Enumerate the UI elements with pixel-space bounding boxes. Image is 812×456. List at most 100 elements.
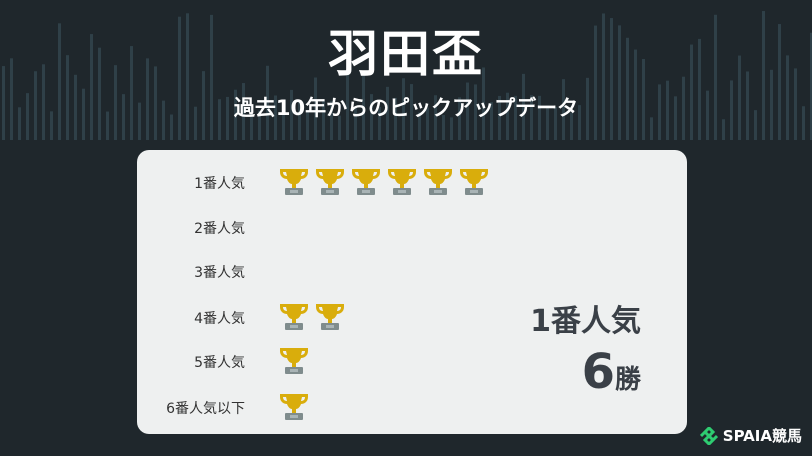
popularity-row: 5番人気 <box>137 342 311 382</box>
background-bar <box>490 102 493 140</box>
background-bar <box>570 112 573 140</box>
trophy-icon <box>277 390 311 426</box>
background-bar <box>602 13 605 140</box>
trophy-group <box>277 390 311 426</box>
background-bar <box>114 65 117 140</box>
background-bar <box>514 95 517 140</box>
background-bar <box>770 69 773 140</box>
summary-label: 1番人気 <box>530 304 641 339</box>
background-bar <box>778 24 781 140</box>
background-bar <box>250 104 253 140</box>
popularity-label: 2番人気 <box>194 221 245 237</box>
background-bar <box>162 100 165 140</box>
popularity-label: 1番人気 <box>194 176 245 192</box>
background-bar <box>34 71 37 140</box>
background-bar <box>90 34 93 140</box>
background-bar <box>354 106 357 140</box>
popularity-label: 5番人気 <box>194 355 245 371</box>
trophy-icon <box>457 165 491 201</box>
trophy-icon <box>277 300 311 336</box>
popularity-row: 3番人気 <box>137 252 277 292</box>
background-bar <box>378 107 381 140</box>
background-bar <box>42 64 45 140</box>
background-bar <box>642 59 645 140</box>
background-bar <box>610 18 613 140</box>
background-bar <box>242 83 245 140</box>
background-bar <box>138 102 141 140</box>
background-bar <box>402 78 405 140</box>
background-bar <box>170 114 173 140</box>
background-bar <box>674 96 677 140</box>
background-bar <box>226 96 229 140</box>
popularity-row: 6番人気以下 <box>137 388 311 428</box>
background-bar <box>370 94 373 140</box>
summary-count-unit: 勝 <box>614 365 641 395</box>
trophy-icon <box>385 165 419 201</box>
background-bar <box>506 92 509 140</box>
summary-count-number: 6 <box>581 344 615 400</box>
background-bar <box>234 89 237 140</box>
background-bar <box>330 100 333 140</box>
background-bar <box>706 90 709 140</box>
background-bar <box>618 25 621 140</box>
background-bar <box>346 69 349 140</box>
trophy-group <box>277 300 347 336</box>
background-bar <box>498 95 501 140</box>
background-bar <box>650 117 653 140</box>
background-bar <box>698 38 701 140</box>
trophy-icon <box>277 344 311 380</box>
trophy-icon <box>349 165 383 201</box>
trophy-group <box>277 165 491 201</box>
popularity-label: 4番人気 <box>194 311 245 327</box>
background-bar <box>450 117 453 140</box>
trophy-icon <box>421 165 455 201</box>
background-bar <box>306 111 309 140</box>
background-bar <box>522 73 525 140</box>
data-card: 1番人気 2番人気 3番人気 4番人気 5番人気 6番人気以下 1番人気 6勝 <box>137 150 687 434</box>
background-bar <box>530 95 533 140</box>
background-bar <box>722 119 725 140</box>
background-bar <box>458 97 461 140</box>
popularity-label: 3番人気 <box>194 265 245 281</box>
background-bar <box>202 71 205 140</box>
background-bar <box>810 32 812 140</box>
popularity-label: 6番人気以下 <box>166 401 245 417</box>
spaia-logo-icon <box>699 426 718 445</box>
background-bar <box>634 49 637 140</box>
background-bar <box>594 25 597 140</box>
background-bar <box>290 89 293 140</box>
background-bar <box>322 100 325 140</box>
background-bar <box>682 76 685 140</box>
background-bar <box>218 99 221 140</box>
background-bar <box>98 47 101 140</box>
background-bar <box>362 71 365 140</box>
popularity-row: 2番人気 <box>137 208 277 248</box>
background-bar <box>314 77 317 140</box>
popularity-row: 4番人気 <box>137 298 347 338</box>
background-bar <box>82 88 85 140</box>
background-bar <box>786 55 789 140</box>
background-bar <box>738 55 741 140</box>
background-bar <box>10 58 13 140</box>
background-bar <box>714 14 717 140</box>
background-bar <box>434 95 437 140</box>
background-bar <box>754 110 757 140</box>
background-bar <box>802 106 805 140</box>
background-bar <box>298 101 301 140</box>
background-bar <box>658 84 661 140</box>
background-bar <box>690 44 693 140</box>
popularity-row: 1番人気 <box>137 163 491 203</box>
trophy-group <box>277 344 311 380</box>
background-bar <box>154 66 157 140</box>
background-bar <box>410 84 413 140</box>
background-bar <box>74 74 77 140</box>
background-bar <box>746 71 749 140</box>
background-bar <box>762 11 765 140</box>
background-bar <box>394 97 397 140</box>
background-bar <box>194 106 197 140</box>
background-bar <box>338 115 341 140</box>
background-bar <box>106 111 109 140</box>
page-subtitle: 過去10年からのピックアップデータ <box>233 96 579 120</box>
background-bar <box>730 80 733 140</box>
background-bar <box>210 14 213 140</box>
